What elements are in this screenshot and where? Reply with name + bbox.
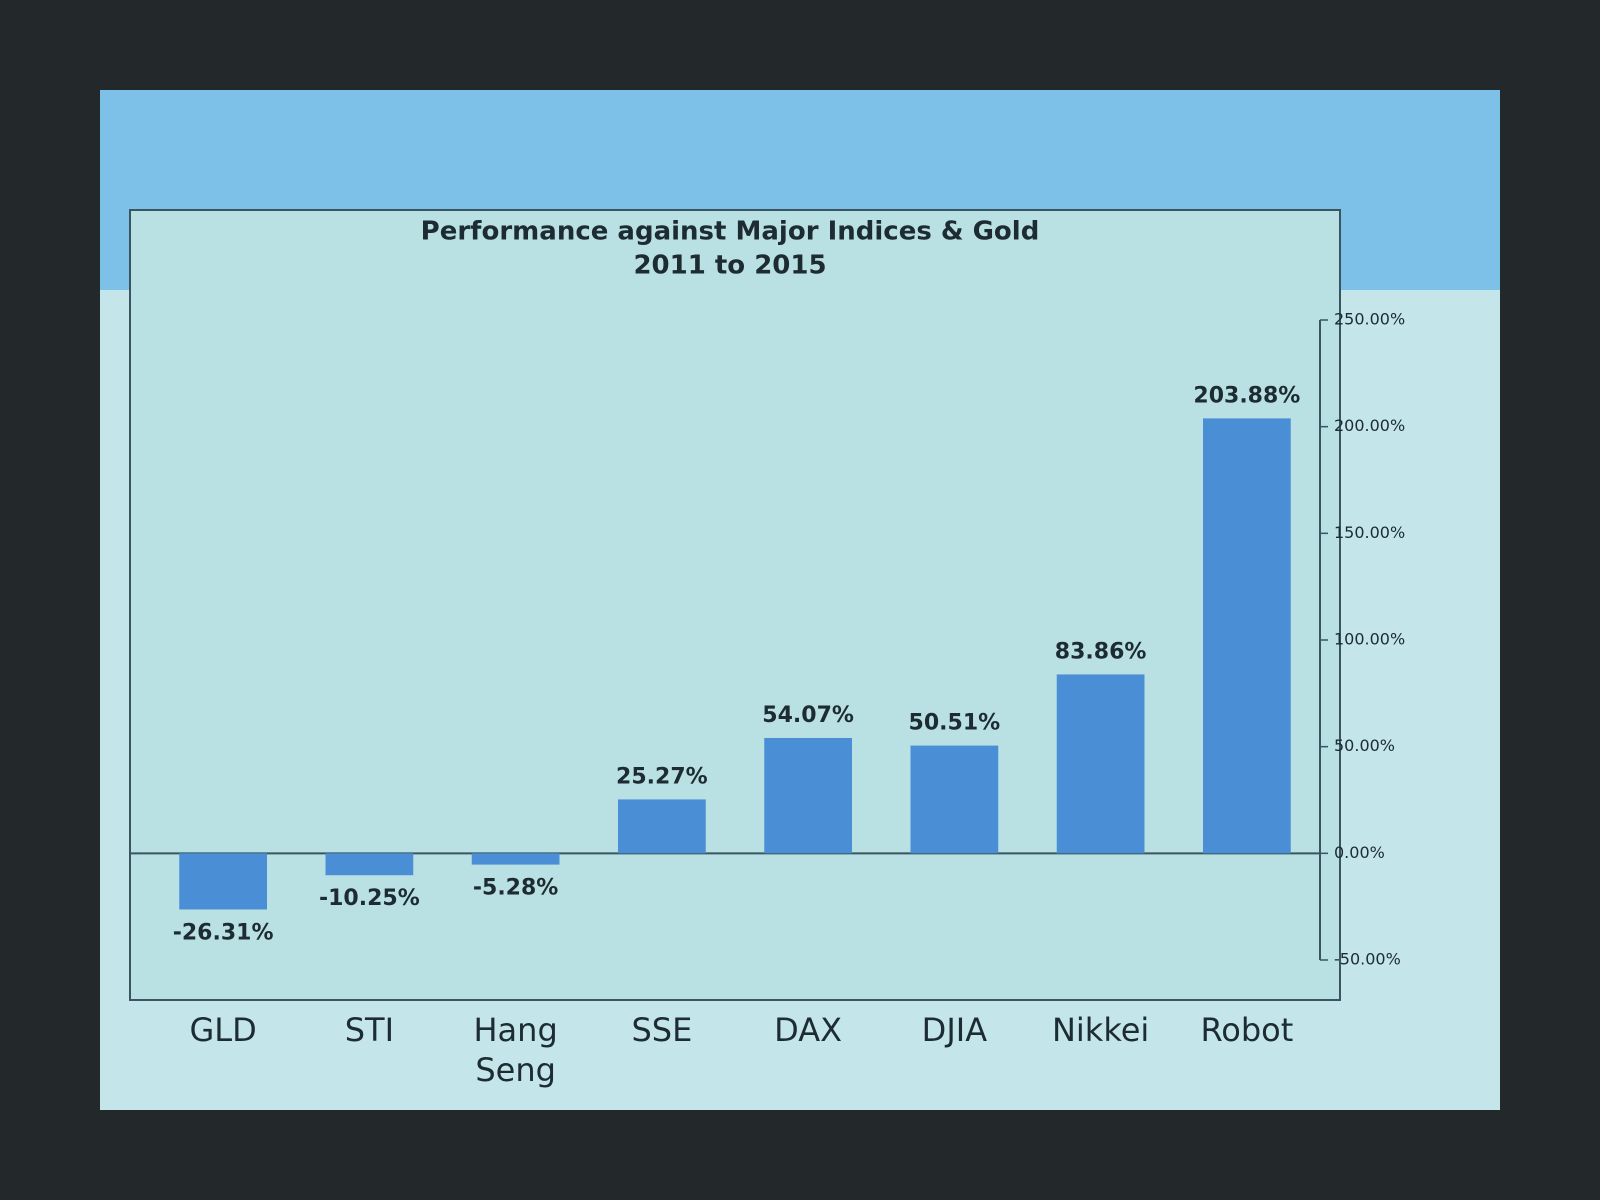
bar: [764, 737, 852, 854]
x-tick-label: DAX: [774, 1011, 843, 1049]
y-tick-label: 0.00%: [1334, 843, 1385, 862]
bar: [179, 853, 267, 910]
bar: [1203, 418, 1291, 854]
bar: [1056, 674, 1145, 854]
value-label: -10.25%: [319, 886, 420, 911]
value-label: -5.28%: [473, 876, 558, 901]
value-label: 83.86%: [1055, 639, 1147, 664]
x-tick-label: STI: [344, 1011, 395, 1049]
value-label: 50.51%: [909, 711, 1001, 736]
y-tick-label: 250.00%: [1334, 310, 1405, 329]
value-label: 203.88%: [1193, 383, 1300, 408]
y-tick-label: 150.00%: [1334, 523, 1405, 542]
value-label: -26.31%: [173, 920, 274, 945]
bar: [325, 853, 414, 876]
y-tick-label: 200.00%: [1334, 416, 1405, 435]
x-tick-label: Hang Seng: [473, 1011, 558, 1089]
bar: [471, 853, 560, 865]
value-label: 25.27%: [616, 764, 708, 789]
x-tick-label: Nikkei: [1051, 1011, 1150, 1049]
chart-subtitle: 2011 to 2015: [633, 251, 826, 281]
y-tick-label: -50.00%: [1334, 950, 1401, 969]
x-tick-label: SSE: [631, 1011, 693, 1049]
y-tick-label: 100.00%: [1334, 630, 1405, 649]
x-tick-label: Robot: [1200, 1011, 1294, 1049]
y-tick-label: 50.00%: [1334, 736, 1395, 755]
x-tick-label: DJIA: [921, 1011, 988, 1049]
value-label: 54.07%: [762, 703, 854, 728]
x-tick-label: GLD: [189, 1011, 257, 1049]
bar: [910, 745, 999, 854]
chart-title: Performance against Major Indices & Gold: [421, 217, 1040, 247]
plot-frame: [129, 209, 1341, 1001]
bar: [618, 799, 706, 854]
